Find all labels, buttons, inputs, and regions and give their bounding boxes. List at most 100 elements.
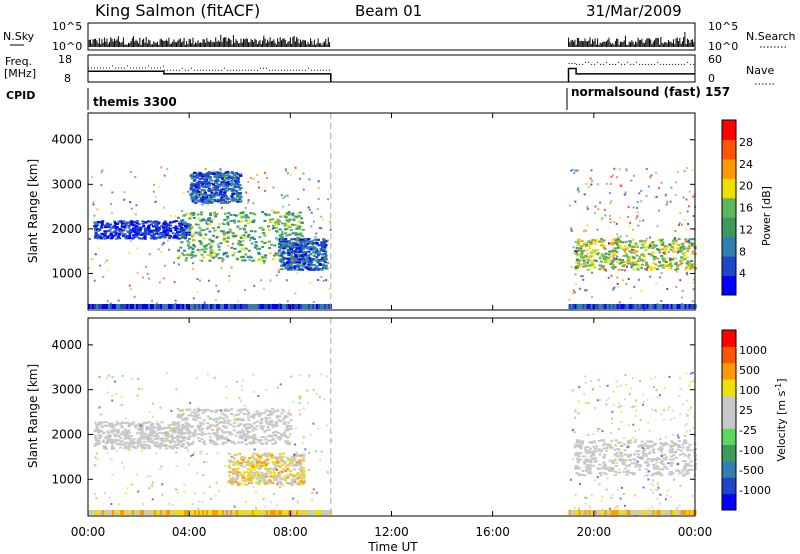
power-noise-cell [632, 174, 635, 177]
power-cell [185, 253, 189, 256]
power-cell [318, 263, 322, 266]
power-cell [600, 238, 604, 241]
power-noise-cell [217, 290, 220, 293]
power-ground-cell [186, 304, 188, 309]
power-cell [606, 256, 610, 259]
power-cell [277, 249, 281, 252]
nave-dot [163, 69, 165, 71]
power-cell [253, 246, 257, 249]
velocity-cell [177, 424, 181, 427]
power-cell [297, 255, 301, 258]
velocity-cell [115, 443, 119, 446]
power-cell [198, 175, 202, 178]
nave-dot [121, 67, 122, 69]
power-cell [280, 252, 284, 255]
power-noise-cell [572, 289, 575, 292]
power-cell [278, 246, 282, 249]
nave-dot [325, 69, 327, 71]
velocity-cell [216, 418, 220, 421]
power-noise-cell [277, 271, 280, 274]
power-cell [174, 220, 178, 223]
velocity-cell [114, 435, 118, 438]
power-cell [686, 250, 690, 253]
power-noise-cell [614, 167, 617, 170]
power-cell [178, 222, 182, 225]
power-cell [213, 188, 217, 191]
velocity-cell [124, 429, 128, 432]
power-cell [94, 232, 98, 235]
velocity-cell [257, 440, 261, 443]
power-noise-cell [660, 181, 663, 184]
power-cell [244, 213, 248, 216]
velocity-cell [266, 435, 270, 438]
power-noise-cell [609, 255, 612, 258]
power-cell [172, 220, 176, 223]
power-cell [594, 260, 598, 263]
velocity-cell [143, 440, 147, 443]
power-cell [593, 259, 597, 262]
power-noise-cell [692, 228, 695, 231]
velocity-noise-cell [293, 443, 296, 446]
velocity-cell [283, 435, 287, 438]
velocity-noise-cell [214, 494, 217, 497]
nave-dot [247, 69, 249, 71]
velocity-cell [684, 472, 688, 475]
power-noise-cell [597, 208, 600, 211]
power-cell [624, 261, 628, 264]
power-noise-cell [248, 258, 251, 261]
power-cell [158, 227, 162, 230]
velocity-cell [110, 422, 114, 425]
power-cell [124, 237, 128, 240]
power-cell [185, 224, 189, 227]
velocity-cell [222, 421, 226, 424]
velocity-cell [127, 425, 131, 428]
power-noise-cell [620, 185, 623, 188]
power-cell [595, 253, 599, 256]
velocity-cell [139, 445, 143, 448]
velocity-cell [178, 409, 182, 412]
velocity-cell [615, 451, 619, 454]
nave-dot [579, 63, 581, 65]
velocity-cell [246, 437, 250, 440]
velocity-cell [265, 442, 269, 445]
velocity-cell [153, 444, 157, 447]
power-cell [304, 262, 308, 265]
power-noise-cell [679, 279, 682, 282]
power-cell [677, 243, 681, 246]
power-cell [625, 247, 629, 250]
power-cell [279, 215, 283, 218]
velocity-cell [289, 419, 293, 422]
velocity-cell [282, 423, 286, 426]
power-cell [208, 238, 212, 241]
power-ground-cell [326, 304, 328, 309]
velocity-cell [278, 453, 282, 456]
velocity-cell [289, 427, 293, 430]
velocity-cell [247, 416, 251, 419]
power-cell [649, 266, 653, 269]
power-noise-cell [158, 281, 161, 284]
power-cell [209, 182, 213, 185]
velocity-cell [603, 443, 607, 446]
power-cell [292, 243, 296, 246]
velocity-cell [259, 461, 263, 464]
power-noise-cell [94, 253, 97, 256]
velocity-cell [177, 425, 181, 428]
power-cell [652, 244, 656, 247]
velocity-cell [228, 440, 232, 443]
power-cell [161, 233, 165, 236]
power-noise-cell [130, 288, 133, 291]
velocity-cell [228, 466, 232, 469]
power-noise-cell [220, 206, 223, 209]
velocity-cell [140, 427, 144, 430]
power-cell [136, 232, 140, 235]
power-noise-cell [220, 266, 223, 269]
power-noise-cell [168, 248, 171, 251]
power-cell [312, 248, 316, 251]
power-cell [575, 258, 579, 261]
velocity-cell [586, 467, 590, 470]
power-cell [189, 246, 193, 249]
power-cell [227, 172, 231, 175]
power-cell [219, 171, 223, 174]
velocity-cell [155, 445, 159, 448]
power-cell [196, 213, 200, 216]
